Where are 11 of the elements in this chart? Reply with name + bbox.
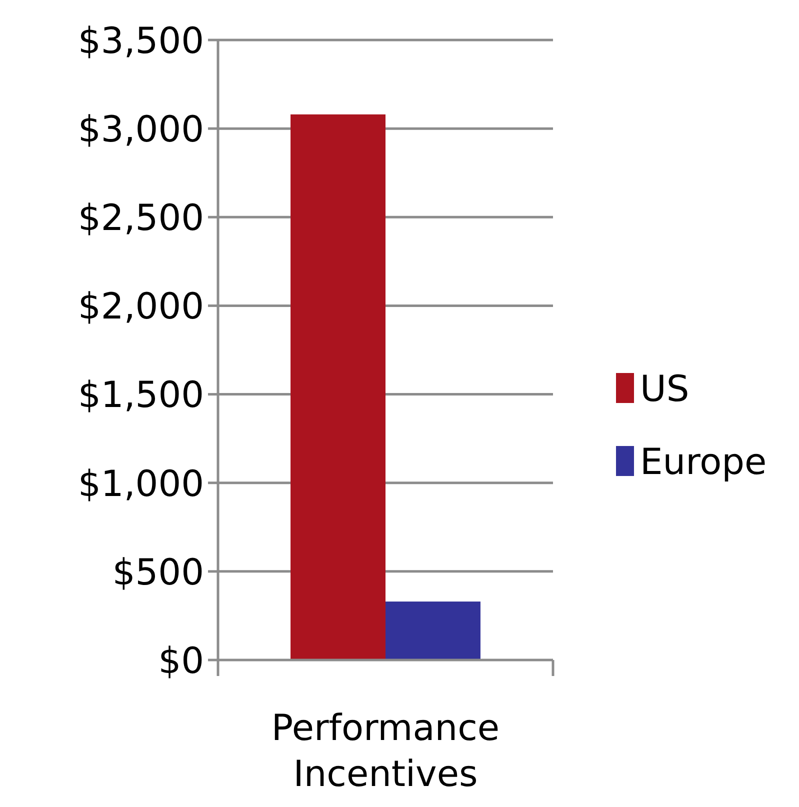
y-tick-label: $3,500: [78, 20, 204, 62]
y-tick-label: $3,000: [78, 110, 204, 151]
legend-label: US: [640, 368, 690, 410]
y-tick-label: $1,500: [78, 375, 204, 416]
y-tick-label: $500: [112, 552, 204, 594]
legend-label: Europe: [640, 442, 767, 483]
x-tick-label: Performance Incentives: [271, 708, 500, 795]
y-tick-label: $2,500: [78, 198, 204, 240]
y-tick-label: $2,000: [78, 286, 204, 328]
y-tick-label: $1,000: [78, 464, 204, 505]
y-tick-label: $0: [158, 640, 204, 682]
